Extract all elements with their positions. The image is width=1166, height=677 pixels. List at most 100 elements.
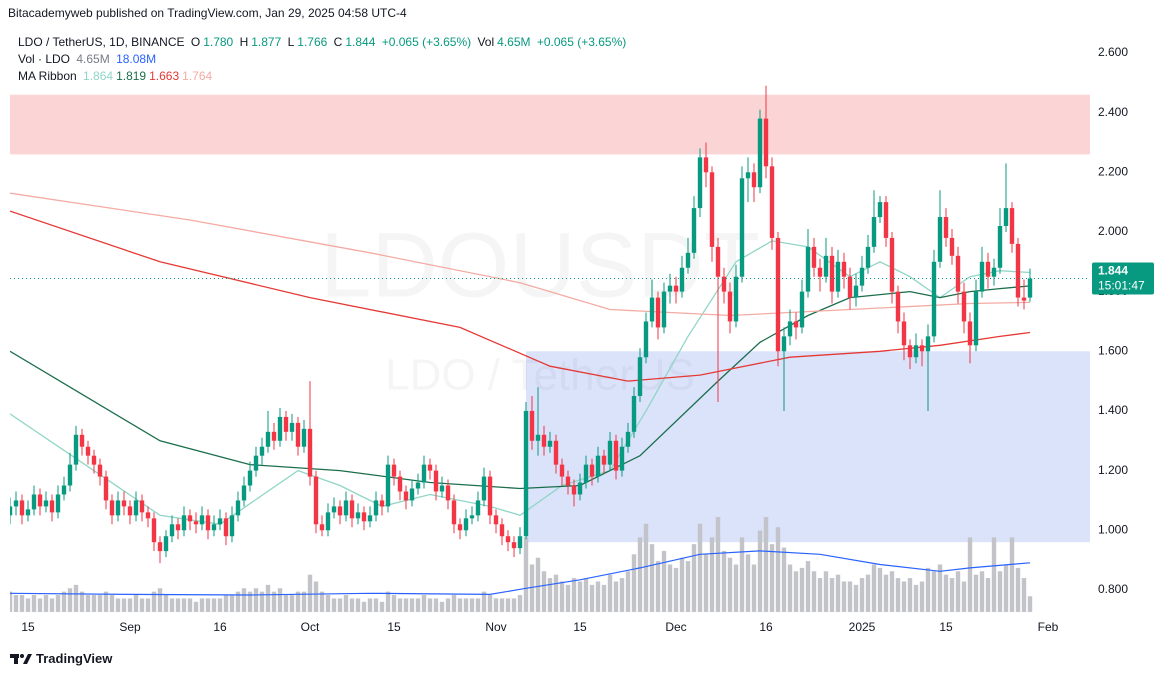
vol-change: +0.065 (+3.65%) xyxy=(536,35,627,49)
candle-body xyxy=(349,500,355,519)
volume-bar xyxy=(709,537,715,612)
symbol: LDO / TetherUS, 1D, BINANCE xyxy=(18,35,185,49)
volume-bar xyxy=(367,598,373,612)
volume-bar xyxy=(571,578,577,612)
candle-body xyxy=(169,524,175,537)
volume-bar xyxy=(85,595,91,612)
vol-current: 4.65M xyxy=(76,52,110,66)
candle-body xyxy=(619,446,625,471)
candle-body xyxy=(469,515,475,519)
candle-body xyxy=(535,434,541,441)
candle-body xyxy=(967,321,973,346)
volume-bar xyxy=(625,571,631,612)
candle-body xyxy=(541,434,547,447)
volume-bar xyxy=(199,598,205,612)
volume-bar xyxy=(331,598,337,612)
volume-bar xyxy=(541,571,547,612)
volume-bar xyxy=(325,595,331,612)
candle-body xyxy=(391,464,397,477)
volume-bar xyxy=(301,591,307,612)
candle-body xyxy=(667,285,673,292)
candle-body xyxy=(883,202,889,238)
volume-bar xyxy=(421,595,427,612)
candle-body xyxy=(649,297,655,322)
candle-body xyxy=(67,464,73,486)
y-tick-label: 1.600 xyxy=(1098,343,1128,357)
volume-bar xyxy=(295,591,301,612)
candle-body xyxy=(763,118,769,167)
y-tick-label: 2.400 xyxy=(1098,105,1128,119)
candle-body xyxy=(601,455,607,465)
ribbon-value: 1.819 xyxy=(116,69,147,83)
volume-bar xyxy=(337,598,343,612)
volume-bar xyxy=(133,595,139,612)
volume-bar xyxy=(139,598,145,612)
candle-body xyxy=(721,276,727,292)
candle-body xyxy=(931,261,937,337)
volume-bar xyxy=(583,578,589,612)
candle-body xyxy=(853,285,859,298)
volume-bar xyxy=(955,571,961,612)
volume-bar xyxy=(871,564,877,612)
volume-bar xyxy=(847,581,853,612)
volume-bar xyxy=(385,591,391,612)
l-value: 1.766 xyxy=(297,35,328,49)
candle-body xyxy=(775,237,781,352)
candle-body xyxy=(121,500,127,507)
volume-bar xyxy=(919,581,925,612)
candle-body xyxy=(985,261,991,277)
candle-body xyxy=(343,500,349,516)
volume-bar xyxy=(979,571,985,612)
volume-bar xyxy=(265,584,271,612)
volume-bar xyxy=(601,584,607,612)
candle-body xyxy=(199,515,205,525)
candle-body xyxy=(607,440,613,465)
candle-body xyxy=(871,217,877,247)
candle-body xyxy=(805,246,811,292)
candle-body xyxy=(31,494,37,510)
y-tick-label: 2.200 xyxy=(1098,164,1128,178)
candle-body xyxy=(925,336,931,352)
x-tick-label: 16 xyxy=(759,620,773,634)
volume-bar xyxy=(703,554,709,612)
logo-text: TradingView xyxy=(36,651,113,666)
x-tick-label: 15 xyxy=(21,620,35,634)
volume-bar xyxy=(829,578,835,612)
volume-bar xyxy=(373,598,379,612)
ribbon-value: 1.663 xyxy=(149,69,180,83)
candle-body xyxy=(859,267,865,286)
candle-body xyxy=(817,267,823,277)
candle-body xyxy=(811,246,817,268)
candle-body xyxy=(85,446,91,456)
volume-bar xyxy=(529,564,535,612)
x-tick-label: Sep xyxy=(119,620,141,634)
x-tick-label: 2025 xyxy=(849,620,876,634)
volume-bar xyxy=(127,598,133,612)
candle-body xyxy=(133,500,139,516)
volume-bar xyxy=(751,564,757,612)
volume-bar xyxy=(439,601,445,612)
volume-bar xyxy=(1003,564,1009,612)
volume-bar xyxy=(877,567,883,612)
candle-body xyxy=(127,506,133,516)
legend-ribbon: MA Ribbon 1.864 1.819 1.663 1.764 xyxy=(18,69,215,83)
volume-bar xyxy=(475,598,481,612)
volume-bar xyxy=(607,574,613,612)
candle-body xyxy=(355,512,361,519)
volume-bar xyxy=(745,554,751,612)
volume-bar xyxy=(289,595,295,612)
x-tick-label: 15 xyxy=(387,620,401,634)
candle-body xyxy=(529,410,535,441)
zone xyxy=(10,94,1090,155)
volume-bar xyxy=(697,523,703,612)
candle-body xyxy=(211,524,217,531)
candle-body xyxy=(373,500,379,516)
volume-bar xyxy=(931,571,937,612)
volume-bar xyxy=(901,581,907,612)
candle-body xyxy=(571,485,577,495)
candle-body xyxy=(487,476,493,516)
countdown: 15:01:47 xyxy=(1098,279,1145,293)
volume-bar xyxy=(511,598,517,612)
volume-bar xyxy=(43,595,49,612)
x-tick-label: 16 xyxy=(213,620,227,634)
